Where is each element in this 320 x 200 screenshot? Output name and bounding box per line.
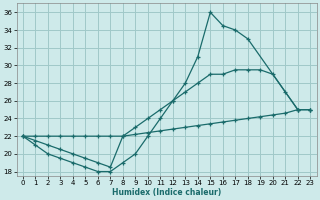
X-axis label: Humidex (Indice chaleur): Humidex (Indice chaleur) — [112, 188, 221, 197]
